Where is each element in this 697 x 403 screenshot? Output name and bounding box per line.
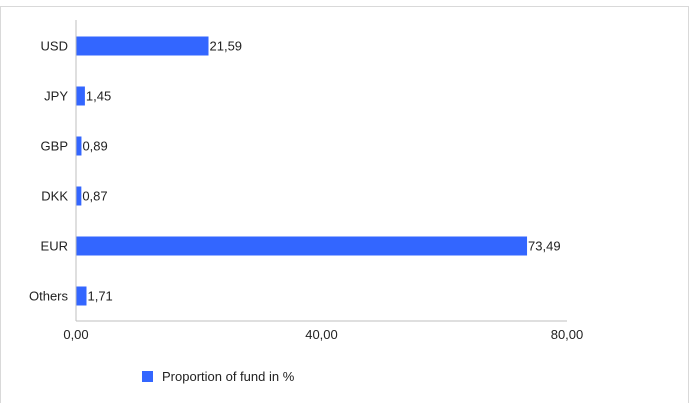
category-label-eur: EUR	[41, 239, 68, 254]
category-label-others: Others	[29, 289, 69, 304]
bar-others	[76, 286, 87, 306]
value-label-others: 1,71	[87, 289, 112, 304]
labels-layer: USD 21,59 JPY 1,45 GBP 0,89 DKK 0,87 EUR 73,49 Oth…	[29, 39, 561, 304]
chart-frame	[0, 6, 689, 403]
value-label-gbp: 0,89	[82, 139, 107, 154]
x-tick-label: 80,00	[551, 327, 584, 342]
x-tick-label: 40,00	[305, 327, 338, 342]
bar-gbp	[76, 136, 82, 156]
bar-dkk	[76, 186, 82, 206]
bar-jpy	[76, 86, 85, 106]
bars-layer	[76, 36, 528, 306]
value-label-eur: 73,49	[528, 239, 561, 254]
category-label-usd: USD	[41, 39, 68, 54]
bar-usd	[76, 36, 209, 56]
legend-swatch	[142, 371, 153, 382]
category-label-jpy: JPY	[44, 89, 68, 104]
value-label-jpy: 1,45	[86, 89, 111, 104]
bar-eur	[76, 236, 528, 256]
legend-label: Proportion of fund in %	[162, 369, 295, 384]
value-label-dkk: 0,87	[82, 189, 107, 204]
x-axis: 0,00 40,00 80,00	[63, 20, 583, 342]
legend: Proportion of fund in %	[142, 369, 295, 384]
value-label-usd: 21,59	[210, 39, 243, 54]
category-label-gbp: GBP	[41, 139, 68, 154]
category-label-dkk: DKK	[41, 189, 68, 204]
x-tick-label: 0,00	[63, 327, 88, 342]
